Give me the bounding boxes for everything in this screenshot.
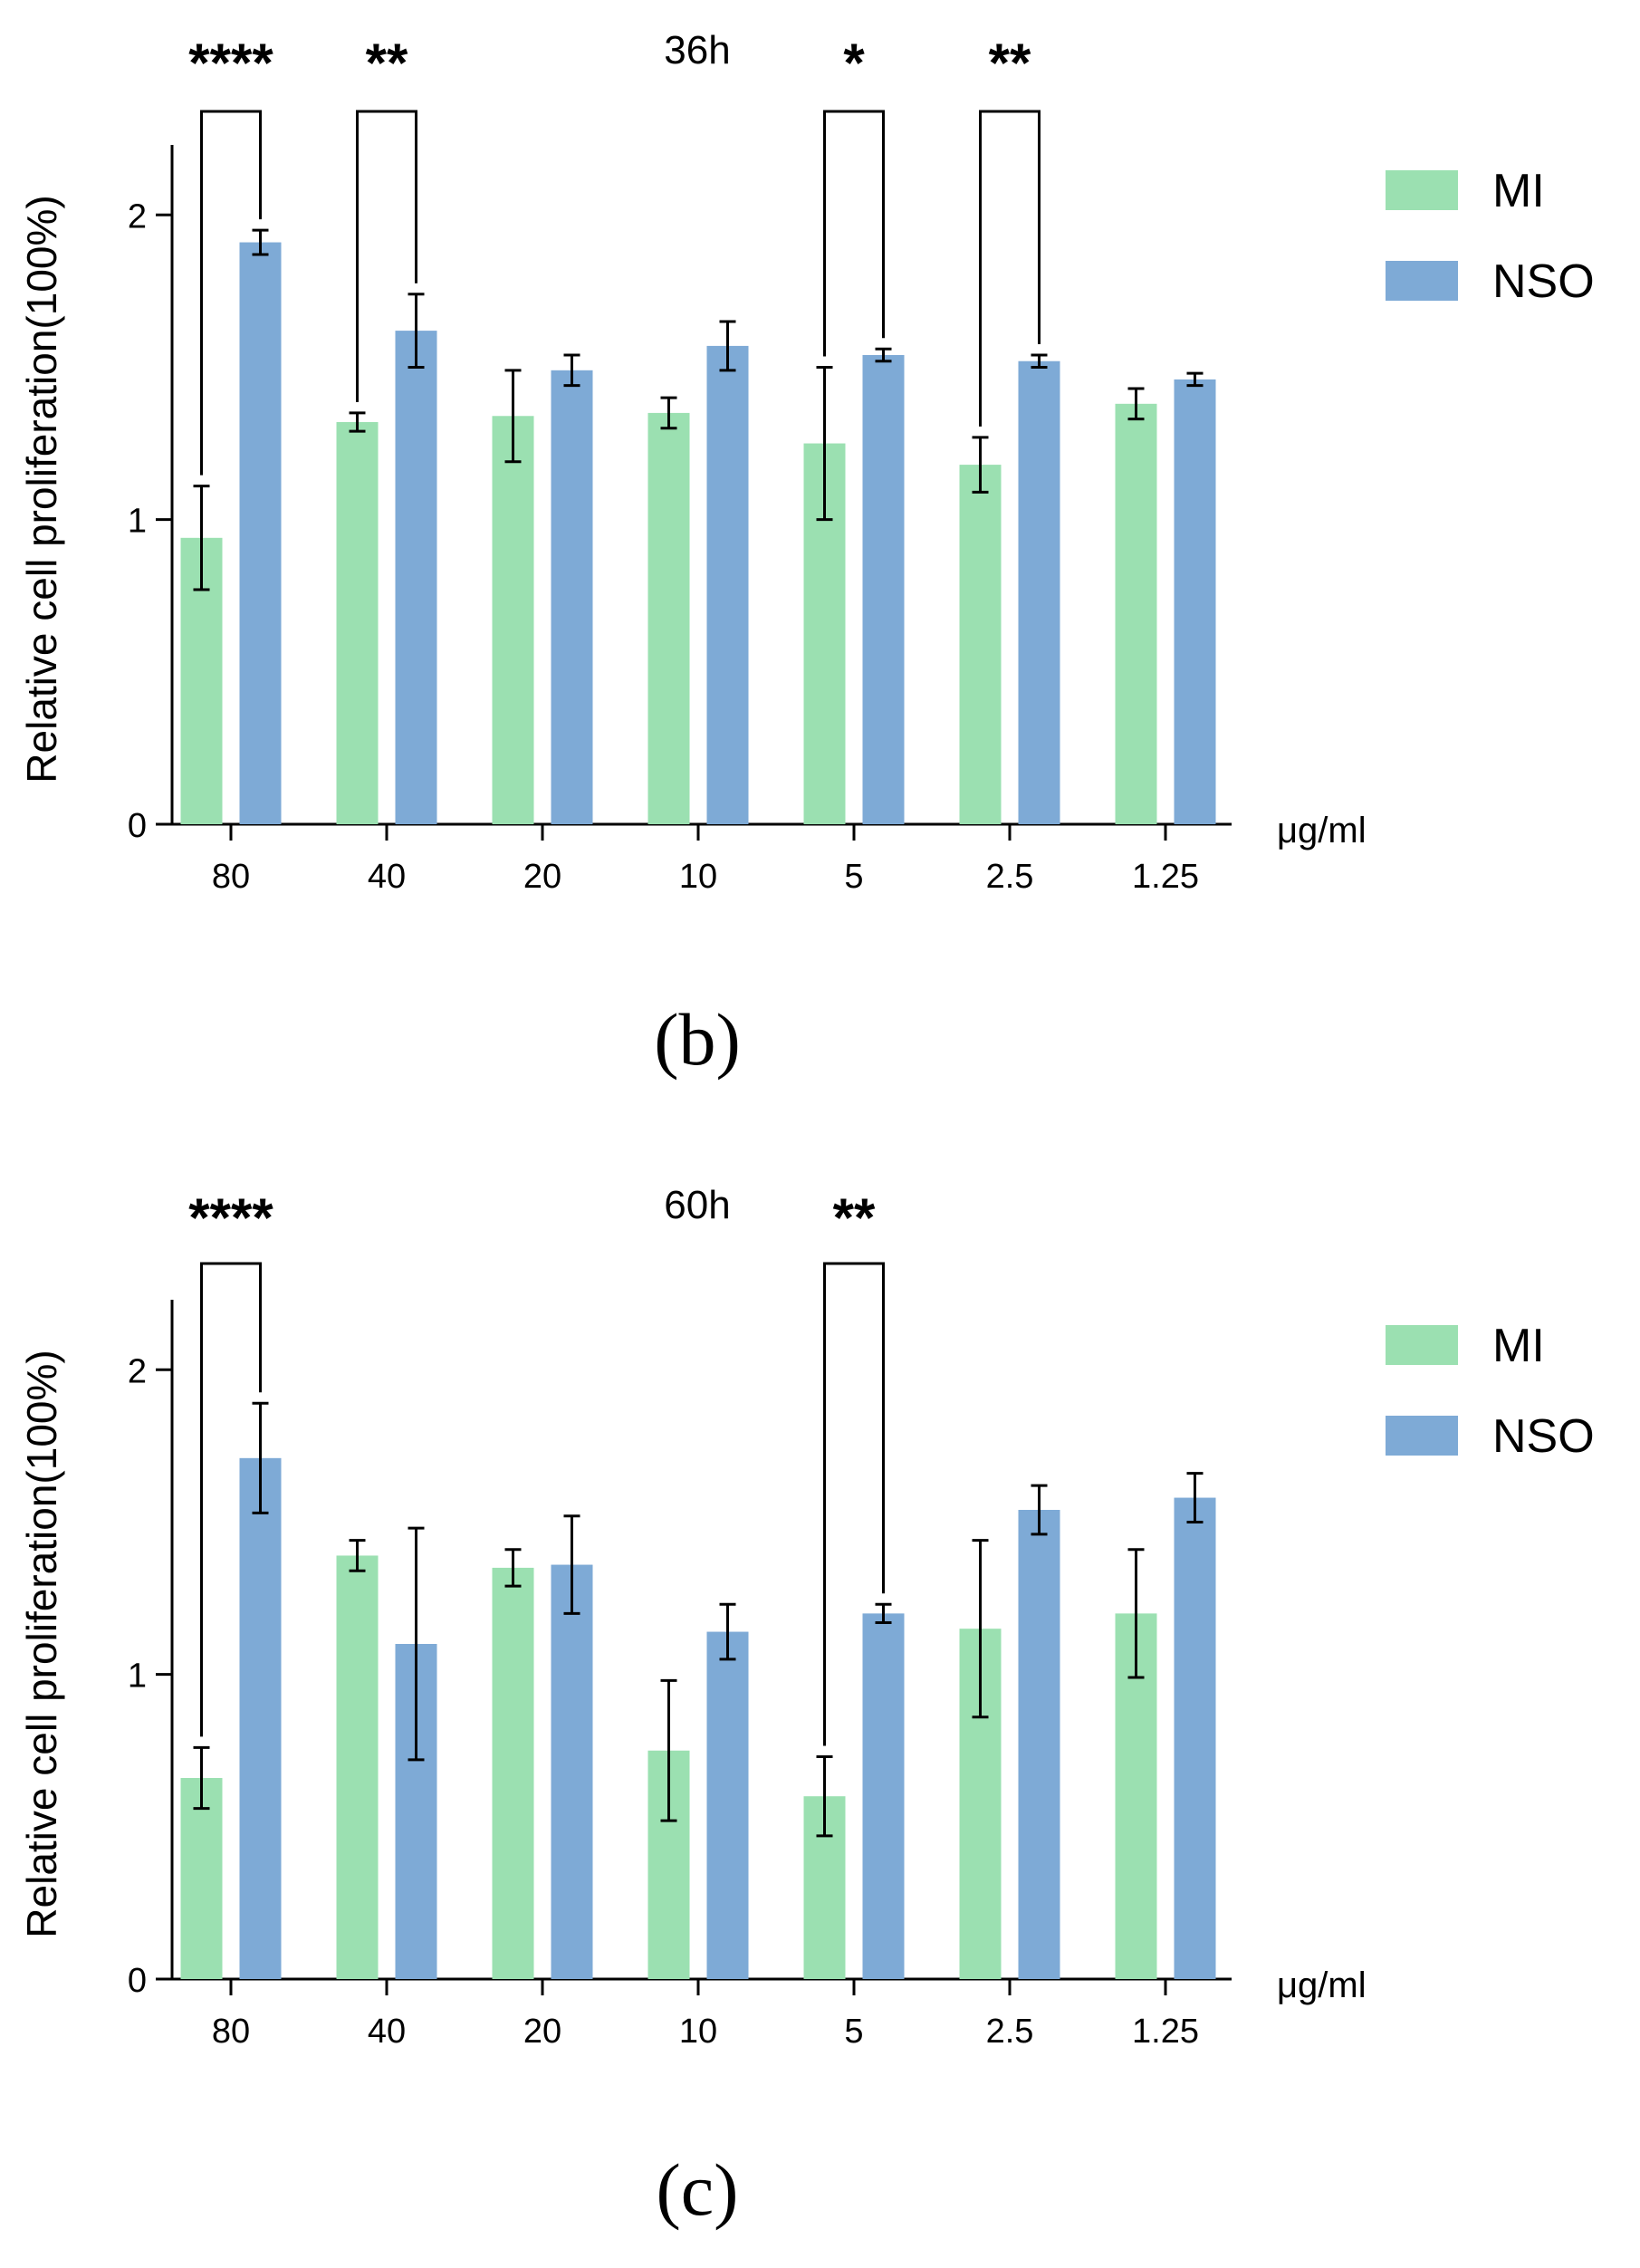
y-axis-label: Relative cell proliferation(100%) <box>18 1350 65 1937</box>
y-tick-label: 2 <box>128 1352 147 1390</box>
bar-nso-2.5 <box>1018 1510 1060 1979</box>
bar-nso-20 <box>551 1564 593 1979</box>
bar-nso-5 <box>862 1613 905 1979</box>
significance-bracket <box>823 110 885 357</box>
x-tick-label: 1.25 <box>1132 858 1199 896</box>
legend-label-mi: MI <box>1492 1320 1545 1372</box>
y-tick-label: 2 <box>128 197 147 235</box>
bar-mi-20 <box>492 416 534 824</box>
x-tick-label: 5 <box>844 2013 863 2051</box>
legend-label-mi: MI <box>1492 165 1545 217</box>
significance-label: ** <box>366 33 408 93</box>
x-tick-label: 80 <box>212 2013 250 2051</box>
legend-swatch-nso <box>1386 261 1458 301</box>
x-axis-unit-label: μg/ml <box>1277 1965 1367 2005</box>
x-axis-unit-label: μg/ml <box>1277 811 1367 850</box>
bar-nso-80 <box>239 1457 282 1979</box>
y-tick-label: 0 <box>128 1962 147 2000</box>
significance-label: * <box>843 33 865 93</box>
chart-title: 36h <box>664 28 730 72</box>
bar-nso-10 <box>706 1631 749 1979</box>
panel-label: (c) <box>656 2148 738 2231</box>
significance-label: **** <box>188 33 273 93</box>
bar-nso-20 <box>551 370 593 824</box>
x-tick-label: 20 <box>523 858 561 896</box>
bar-mi-1.25 <box>1115 403 1157 824</box>
y-tick-label: 0 <box>128 807 147 845</box>
x-tick-label: 10 <box>679 858 717 896</box>
bar-mi-40 <box>336 422 379 824</box>
x-tick-label: 10 <box>679 2013 717 2051</box>
significance-bracket <box>979 110 1041 427</box>
significance-bracket <box>200 110 262 476</box>
x-tick-label: 20 <box>523 2013 561 2051</box>
x-tick-label: 80 <box>212 858 250 896</box>
legend-label-nso: NSO <box>1492 255 1595 308</box>
bar-nso-40 <box>395 331 437 824</box>
x-tick-label: 2.5 <box>986 858 1034 896</box>
panel-label: (b) <box>654 998 741 1081</box>
bar-mi-20 <box>492 1567 534 1979</box>
chart-60h: 60h 0 1 2 Relative cell proliferation(100%) μ… <box>18 1183 1595 2231</box>
chart-title: 60h <box>664 1183 730 1227</box>
bar-nso-5 <box>862 355 905 824</box>
significance-label: ** <box>833 1187 876 1248</box>
x-tick-label: 2.5 <box>986 2013 1034 2051</box>
x-tick-label: 40 <box>368 2013 406 2051</box>
bar-nso-1.25 <box>1174 379 1216 824</box>
bar-mi-10 <box>647 412 690 824</box>
x-tick-label: 40 <box>368 858 406 896</box>
legend-swatch-mi <box>1386 170 1458 210</box>
chart-36h: 36h 0 1 2 Relative cell proliferation(100%) μ… <box>18 28 1595 1081</box>
y-axis-label: Relative cell proliferation(100%) <box>18 195 65 783</box>
legend-swatch-nso <box>1386 1416 1458 1456</box>
bar-nso-2.5 <box>1018 360 1060 824</box>
significance-label: ** <box>989 33 1031 93</box>
bar-mi-80 <box>180 1778 223 1979</box>
bar-nso-80 <box>239 242 282 825</box>
significance-bracket <box>200 1262 262 1737</box>
bar-nso-10 <box>706 345 749 825</box>
bar-mi-40 <box>336 1555 379 1979</box>
bar-mi-2.5 <box>959 465 1002 824</box>
x-tick-label: 5 <box>844 858 863 896</box>
y-tick-label: 1 <box>128 503 147 541</box>
significance-bracket <box>356 110 417 402</box>
legend-swatch-mi <box>1386 1325 1458 1365</box>
significance-bracket <box>823 1262 885 1746</box>
y-tick-label: 1 <box>128 1658 147 1696</box>
x-tick-label: 1.25 <box>1132 2013 1199 2051</box>
legend-label-nso: NSO <box>1492 1410 1595 1463</box>
significance-label: **** <box>188 1187 273 1248</box>
bar-nso-1.25 <box>1174 1497 1216 1979</box>
